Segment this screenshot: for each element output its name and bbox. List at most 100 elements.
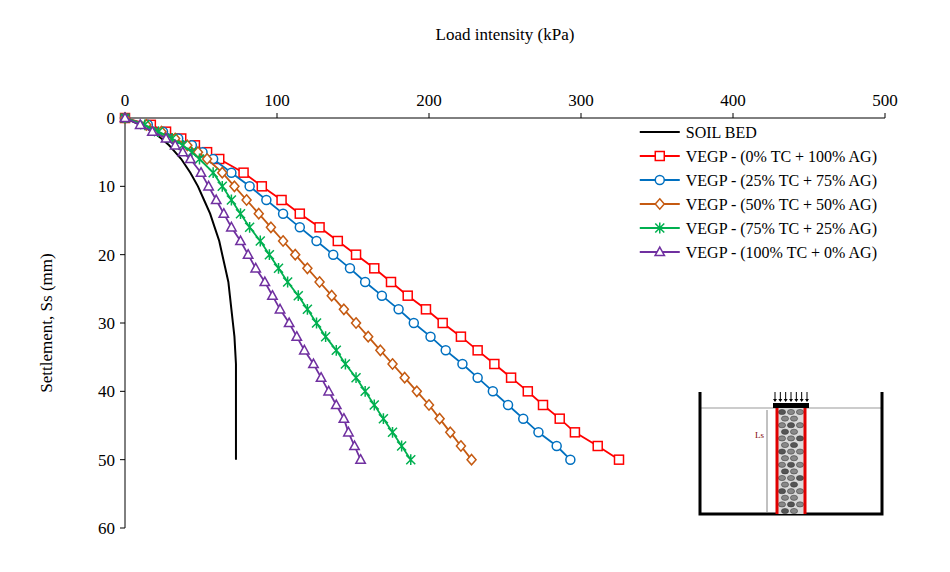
data-point [324, 386, 333, 395]
data-point [438, 319, 447, 328]
inset-stone [790, 416, 797, 421]
data-point [291, 249, 300, 259]
inset-arrowhead [773, 399, 777, 402]
inset-arrowhead [784, 399, 788, 402]
x-tick-label: 300 [568, 91, 594, 110]
background [0, 0, 950, 572]
data-point [534, 428, 543, 437]
data-point [196, 168, 205, 177]
legend-label: VEGP - (0% TC + 100% AG) [686, 148, 877, 166]
inset-arrowhead [778, 399, 782, 402]
data-point [345, 264, 354, 273]
y-tick-label: 50 [98, 451, 115, 470]
legend-entry: VEGP - (50% TC + 50% AG) [640, 196, 877, 214]
x-tick [277, 113, 278, 118]
data-point [268, 291, 277, 300]
data-point [227, 222, 236, 231]
data-point [370, 400, 379, 411]
data-point [552, 442, 561, 451]
data-point [421, 305, 430, 314]
data-point [209, 167, 218, 178]
series-line [125, 118, 411, 460]
inset-stone [787, 409, 794, 414]
data-point [256, 236, 265, 247]
plot-area [120, 113, 623, 465]
data-point [148, 127, 157, 136]
data-point [397, 441, 406, 452]
inset-stone [778, 475, 785, 480]
series [120, 113, 365, 463]
legend-label: VEGP - (100% TC + 0% AG) [686, 244, 877, 262]
data-point [467, 454, 476, 464]
data-point [294, 290, 303, 301]
x-tick [429, 113, 430, 118]
inset-stone [796, 475, 803, 480]
inset-stone [787, 489, 794, 494]
inset-arrowhead [805, 399, 809, 402]
data-point [406, 454, 415, 465]
data-point [316, 373, 325, 382]
data-point [352, 372, 361, 383]
inset-stone [778, 462, 785, 467]
y-tick-label: 10 [98, 177, 115, 196]
legend-marker [655, 247, 664, 256]
inset-stone [787, 502, 794, 507]
inset-encasement [776, 408, 779, 514]
data-point [135, 120, 144, 129]
data-point [329, 250, 338, 259]
legend-marker [655, 152, 664, 161]
data-point [218, 167, 227, 177]
inset-stone [781, 416, 788, 421]
chart: 01002003004005000102030405060Load intens… [0, 0, 950, 572]
data-point [309, 359, 318, 368]
data-point [230, 181, 239, 191]
data-point [274, 263, 283, 274]
legend-marker [655, 199, 664, 209]
inset-arrowhead [794, 399, 798, 402]
data-point [332, 345, 341, 356]
x-tick [885, 113, 886, 118]
data-point [266, 222, 275, 232]
data-point [555, 414, 564, 423]
data-point [570, 428, 579, 437]
series [121, 114, 575, 465]
legend-entry: VEGP - (0% TC + 100% AG) [640, 148, 877, 166]
series-line [125, 118, 619, 460]
inset-dimension [767, 410, 768, 512]
data-point [539, 401, 548, 410]
inset-stone [787, 462, 794, 467]
data-point [303, 263, 312, 273]
data-point [243, 250, 252, 259]
data-point [364, 331, 373, 341]
legend-label: SOIL BED [686, 124, 757, 141]
data-point [300, 345, 309, 354]
y-tick-label: 20 [98, 246, 115, 265]
data-point [425, 400, 434, 410]
inset-stone [778, 436, 785, 441]
data-point [195, 154, 204, 165]
data-point [315, 277, 324, 287]
data-point [242, 195, 251, 205]
data-point [186, 154, 195, 163]
legend-label: VEGP - (25% TC + 75% AG) [686, 172, 877, 190]
y-tick [120, 186, 125, 187]
data-point [456, 441, 465, 451]
data-point [121, 114, 130, 123]
inset-stone [790, 429, 797, 434]
data-point [312, 318, 321, 329]
data-point [321, 331, 330, 342]
data-point [260, 277, 269, 286]
inset-stone [790, 456, 797, 461]
data-point [388, 359, 397, 369]
data-point [507, 373, 516, 382]
inset-encasement [804, 408, 807, 514]
data-point [394, 305, 403, 314]
inset-stone [781, 495, 788, 500]
inset-stone [790, 442, 797, 447]
x-axis-line [125, 118, 885, 119]
data-point [295, 223, 304, 232]
data-point [350, 441, 359, 450]
data-point [204, 181, 213, 190]
data-point [219, 209, 228, 218]
y-tick-label: 0 [107, 109, 116, 128]
